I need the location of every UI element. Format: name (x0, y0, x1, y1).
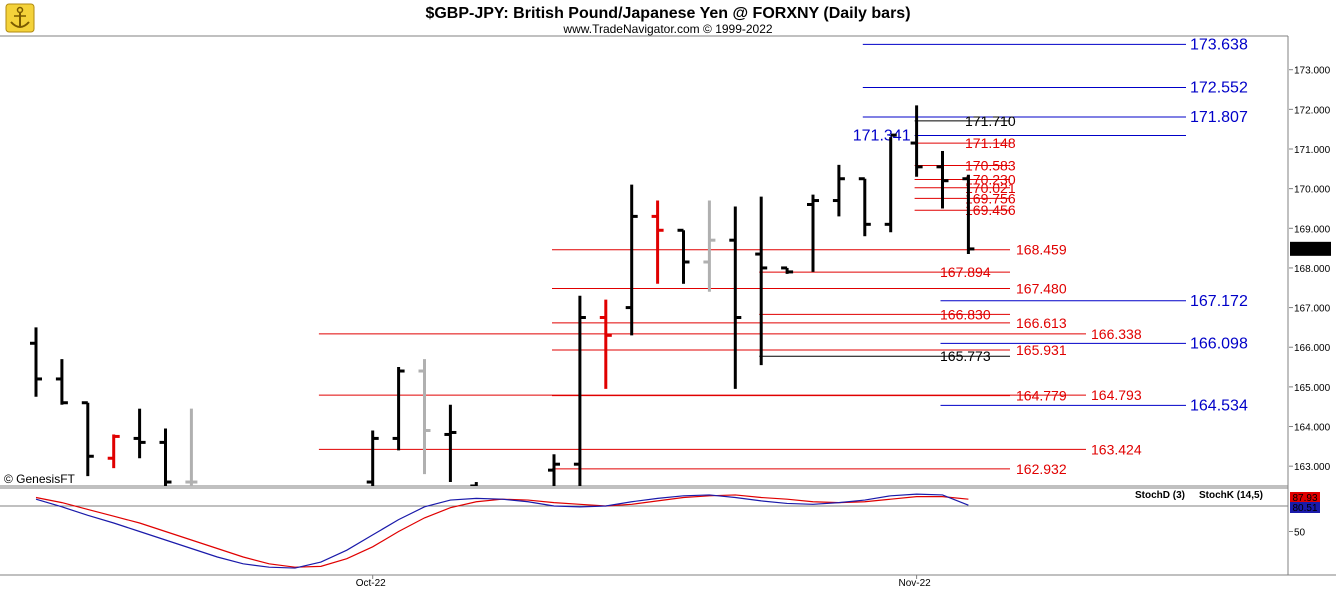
y-tick-label: 165.000 (1294, 383, 1331, 394)
level-label: 170.021 (965, 180, 1016, 196)
level-label: 171.710 (965, 113, 1016, 129)
ohlc-bar (858, 177, 871, 237)
y-tick-label: 173.000 (1294, 66, 1331, 77)
ohlc-bar (211, 494, 223, 534)
ohlc-bar (133, 408, 146, 459)
ohlc-bar (703, 200, 716, 292)
ohlc-bar (289, 538, 301, 554)
ohlc-bar (832, 164, 845, 217)
level-label: 169.456 (965, 202, 1016, 218)
level-label: 170.583 (965, 158, 1016, 174)
stoch-value-label: 87.93 (1292, 493, 1317, 504)
chart-header: $GBP-JPY: British Pound/Japanese Yen @ F… (5, 3, 911, 36)
ohlc-bar (781, 266, 794, 274)
level-label: 167.480 (1016, 281, 1067, 297)
stoch-value-badge (1290, 492, 1320, 503)
ohlc-bar (910, 105, 923, 177)
stoch-legend-item: StochK (14,5) (1199, 490, 1263, 501)
last-price-badge (1290, 241, 1331, 256)
ohlc-bar (107, 434, 120, 469)
ohlc-bar (444, 404, 457, 483)
stoch-y-tick-label: 50 (1294, 528, 1306, 539)
y-tick-label: 172.000 (1294, 105, 1331, 116)
ohlc-bar (548, 454, 560, 486)
ohlc-bar (341, 494, 353, 534)
level-label: 166.613 (1016, 315, 1067, 331)
y-tick-label: 170.000 (1294, 185, 1331, 196)
y-tick-label: 164.000 (1294, 423, 1331, 434)
chart-title: $GBP-JPY: British Pound/Japanese Yen @ F… (425, 5, 910, 22)
level-label: 164.793 (1091, 387, 1142, 403)
ohlc-bar (315, 514, 327, 546)
level-label: 165.931 (1016, 342, 1067, 358)
x-tick-label: Nov-22 (898, 578, 931, 589)
level-label: 171.807 (1190, 109, 1248, 126)
stoch-value-label: 80.51 (1292, 503, 1317, 514)
level-label: 166.338 (1091, 326, 1142, 342)
level-label: 166.098 (1190, 335, 1248, 352)
ohlc-bar (677, 228, 690, 284)
x-axis: Oct-22 Nov-22 (356, 575, 931, 589)
stoch-series-stochk (35, 493, 969, 569)
last-price-label: 168.482 (1292, 245, 1329, 256)
stoch-value-badge (1290, 502, 1320, 513)
ohlc-bar (392, 367, 405, 451)
ohlc-bar (573, 295, 586, 486)
price-panel-frame (0, 35, 1336, 576)
ohlc-bar (237, 526, 249, 550)
level-label: 167.894 (940, 264, 991, 280)
level-label: 168.459 (1016, 242, 1067, 258)
ohlc-bar (366, 430, 379, 486)
ohlc-bar (807, 194, 819, 272)
chart-subtitle: www.TradeNavigator.com © 1999-2022 (562, 22, 772, 36)
level-label: 162.932 (1016, 461, 1067, 477)
y-tick-label: 163.000 (1294, 462, 1331, 473)
level-label: 170.230 (965, 172, 1016, 188)
ohlc-bar (599, 299, 612, 389)
ohlc-bar (962, 174, 975, 255)
ohlc-bar (418, 359, 431, 475)
level-label: 163.424 (1091, 441, 1142, 457)
ohlc-bar (755, 196, 768, 366)
ohlc-bar (651, 200, 664, 284)
watermark: © GenesisFT (4, 472, 76, 486)
ohlc-bar (884, 133, 897, 233)
ohlc-bar (55, 359, 68, 405)
y-tick-label: 169.000 (1294, 224, 1331, 235)
ohlc-bar (159, 428, 172, 486)
level-label: 171.341 (853, 127, 911, 144)
level-label: 169.756 (965, 190, 1016, 206)
level-label: 166.830 (940, 306, 991, 322)
ohlc-bar (496, 486, 508, 506)
ohlc-bar (729, 206, 742, 389)
ohlc-bar (625, 184, 638, 336)
ohlc-bar (30, 327, 42, 397)
price-bars (30, 105, 975, 554)
level-label: 172.552 (1190, 79, 1248, 96)
level-label: 165.773 (940, 348, 991, 364)
y-tick-label: 167.000 (1294, 304, 1331, 315)
y-tick-label: 166.000 (1294, 343, 1331, 354)
ohlc-bar (185, 408, 198, 486)
x-tick-label: Oct-22 (356, 578, 386, 589)
ohlc-bar (81, 401, 94, 477)
price-levels: 173.638 172.552 171.807 171.341 171.710 171.1… (318, 36, 1248, 477)
price-axis: 163.000 164.000 165.000 166.000 167.000 168.0… (1289, 66, 1331, 473)
anchor-logo-icon (5, 3, 35, 33)
level-label: 164.779 (1016, 388, 1067, 404)
level-label: 171.148 (965, 135, 1016, 151)
y-tick-label: 168.000 (1294, 264, 1331, 275)
y-tick-label: 171.000 (1294, 145, 1331, 156)
level-label: 164.534 (1190, 397, 1248, 414)
level-label: 173.638 (1190, 36, 1248, 53)
level-label: 167.172 (1190, 293, 1248, 310)
ohlc-bar (936, 150, 949, 209)
ohlc-bar (263, 542, 275, 554)
stoch-lines (0, 493, 1288, 569)
stoch-legend-item: StochD (3) (1135, 490, 1185, 501)
